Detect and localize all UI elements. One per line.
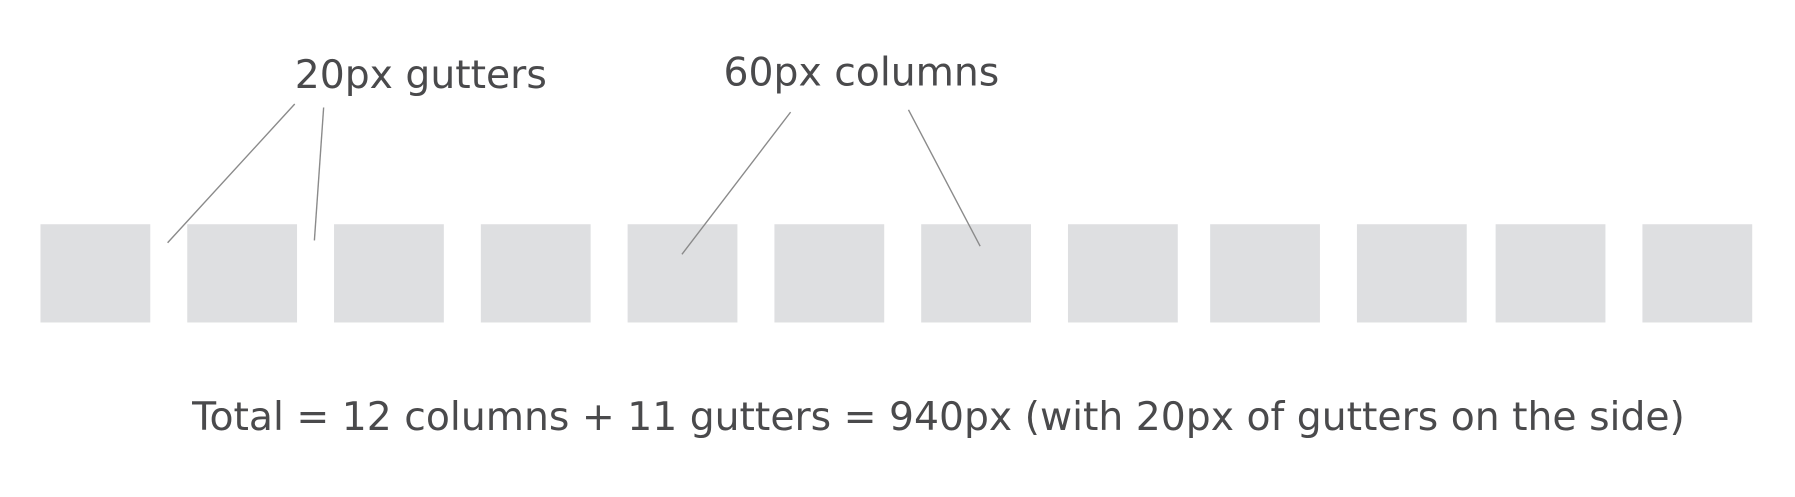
column-box	[187, 224, 298, 323]
column-box	[1356, 224, 1467, 323]
gutters-label: 20px gutters	[295, 53, 547, 98]
leader-line	[167, 103, 296, 244]
column-box	[921, 224, 1031, 323]
columns	[40, 224, 1753, 323]
column-box	[1495, 224, 1606, 323]
column-box	[1642, 224, 1753, 323]
column-box	[334, 224, 444, 323]
column-box	[627, 224, 738, 323]
columns-label: 60px columns	[724, 51, 1000, 96]
column-box	[774, 224, 885, 323]
column-box	[40, 224, 151, 323]
column-box	[480, 224, 591, 323]
leader-line	[681, 111, 792, 255]
leader-line	[313, 107, 325, 241]
column-box	[1067, 224, 1178, 323]
caption: Total = 12 columns + 11 gutters = 940px …	[191, 395, 1685, 440]
column-box	[1210, 224, 1320, 323]
leader-line	[907, 109, 981, 247]
